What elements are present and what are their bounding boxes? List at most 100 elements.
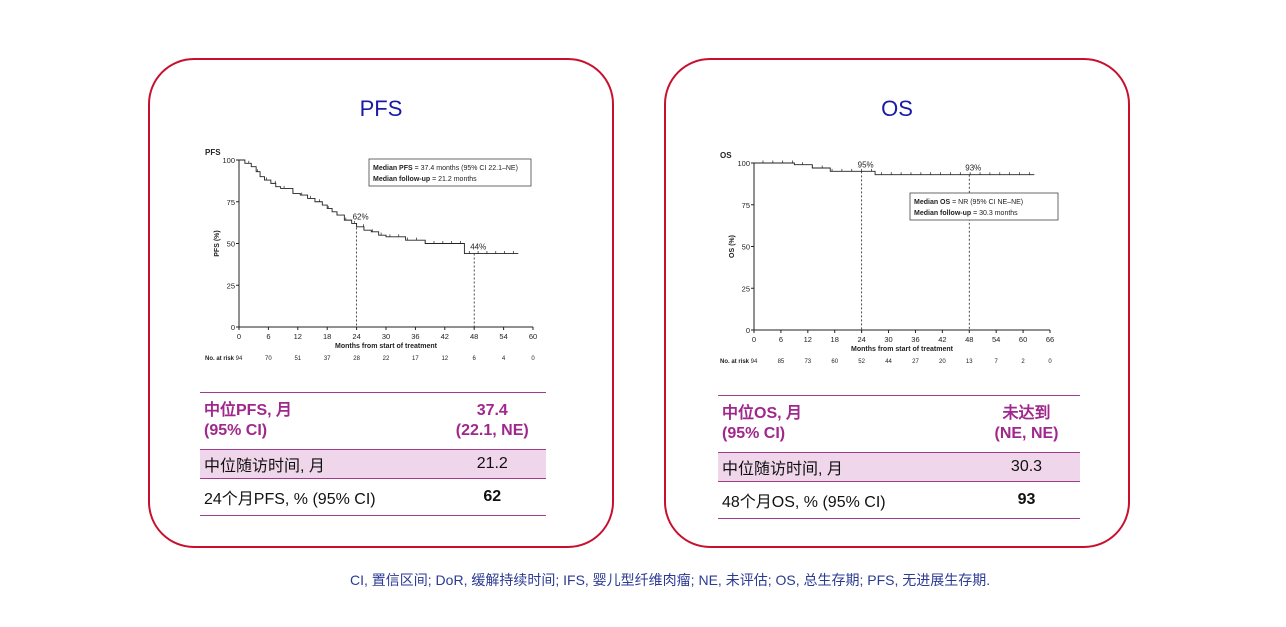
y-axis-label: PFS (%) <box>214 230 221 256</box>
legend-entry: Median OS = NR (95% CI NE–NE) <box>914 199 1023 206</box>
at-risk-value: 70 <box>265 356 272 362</box>
panel-title: PFS <box>359 96 403 121</box>
x-tick-label: 42 <box>938 335 946 344</box>
at-risk-value: 37 <box>324 356 331 362</box>
at-risk-value: 12 <box>441 356 448 362</box>
y-tick-label: 0 <box>746 326 750 335</box>
median-label: 中位OS, 月 <box>722 405 803 422</box>
median-value: 37.4 <box>476 402 508 419</box>
at-risk-value: 13 <box>966 359 973 365</box>
x-axis-label: Months from start of treatment <box>851 346 954 353</box>
ci-value: (NE, NE) <box>994 425 1059 442</box>
pfs-panel: PFS PFS PFS (%) 0 25 50 75 100 0 6 12 18 24 30 36 42 48… <box>148 58 614 548</box>
at-risk-value: 94 <box>751 359 758 365</box>
y-tick-label: 100 <box>737 159 750 168</box>
x-tick-label: 60 <box>529 332 537 341</box>
x-tick-label: 6 <box>779 335 783 344</box>
median-label: 中位PFS, 月 <box>204 402 293 419</box>
x-tick-label: 54 <box>499 332 507 341</box>
x-tick-label: 36 <box>411 332 419 341</box>
landmark-label: 93% <box>965 164 981 173</box>
at-risk-value: 17 <box>412 356 419 362</box>
median-value-cell: 37.4 (22.1, NE) <box>438 392 546 450</box>
followup-label: 中位随访时间, 月 <box>200 449 439 479</box>
ci-label: (95% CI) <box>204 422 268 439</box>
at-risk-value: 60 <box>831 359 838 365</box>
y-tick-label: 50 <box>227 240 235 249</box>
at-risk-value: 27 <box>912 359 919 365</box>
landmark-label: 62% <box>353 212 369 221</box>
at-risk-value: 52 <box>858 359 865 365</box>
panel-title: OS <box>881 96 913 121</box>
x-tick-label: 0 <box>752 335 756 344</box>
x-tick-label: 54 <box>992 335 1000 344</box>
table-row: 中位PFS, 月 (95% CI) 37.4 (22.1, NE) <box>200 392 546 450</box>
legend-entry: Median follow-up = 30.3 months <box>914 210 1018 217</box>
table-row: 中位随访时间, 月 21.2 <box>200 449 546 479</box>
at-risk-value: 44 <box>885 359 892 365</box>
landmark-label: 44% <box>470 243 486 252</box>
legend-box <box>909 192 1059 221</box>
at-risk-value: 2 <box>1021 359 1025 365</box>
y-tick-label: 50 <box>742 243 750 252</box>
y-tick-label: 75 <box>227 198 235 207</box>
y-tick-label: 75 <box>742 201 750 210</box>
x-tick-label: 12 <box>294 332 302 341</box>
x-tick-label: 24 <box>857 335 865 344</box>
at-risk-value: 22 <box>383 356 390 362</box>
at-risk-label: No. at risk <box>720 359 750 365</box>
pfs-summary-table: 中位PFS, 月 (95% CI) 37.4 (22.1, NE) 中位随访时间… <box>200 392 546 516</box>
at-risk-value: 28 <box>353 356 360 362</box>
x-tick-label: 36 <box>911 335 919 344</box>
km-curve <box>754 162 1035 176</box>
x-tick-label: 48 <box>965 335 973 344</box>
footnote: CI, 置信区间; DoR, 缓解持续时间; IFS, 婴儿型纤维肉瘤; NE,… <box>350 572 991 588</box>
corner-label: OS <box>720 151 732 160</box>
y-tick-label: 0 <box>231 323 235 332</box>
y-tick-label: 25 <box>227 281 235 290</box>
followup-value: 21.2 <box>438 449 546 479</box>
x-tick-label: 30 <box>382 332 390 341</box>
x-tick-label: 48 <box>470 332 478 341</box>
os-km-chart: OS OS (%) 0 25 50 75 100 0 6 12 18 24 30 36 42 48 54 60 66… <box>720 151 1059 365</box>
x-tick-label: 18 <box>831 335 839 344</box>
landmark-value: 62 <box>438 478 546 516</box>
legend-entry: Median follow-up = 21.2 months <box>373 176 477 183</box>
at-risk-value: 0 <box>1048 359 1052 365</box>
median-value: 未达到 <box>1002 405 1051 422</box>
table-row: 中位OS, 月 (95% CI) 未达到 (NE, NE) <box>718 395 1080 453</box>
corner-label: PFS <box>205 148 221 157</box>
at-risk-label: No. at risk <box>205 356 235 362</box>
y-tick-label: 25 <box>742 284 750 293</box>
ci-value: (22.1, NE) <box>455 422 529 439</box>
os-panel: OS OS OS (%) 0 25 50 75 100 0 6 12 18 24 30 36 42 48 54 6… <box>664 58 1130 548</box>
at-risk-value: 85 <box>778 359 785 365</box>
legend-box <box>368 158 532 187</box>
x-tick-label: 12 <box>804 335 812 344</box>
x-tick-label: 60 <box>1019 335 1027 344</box>
y-axis-label: OS (%) <box>729 235 736 258</box>
at-risk-value: 73 <box>804 359 811 365</box>
x-tick-label: 6 <box>266 332 270 341</box>
median-label-cell: 中位OS, 月 (95% CI) <box>718 395 973 453</box>
x-tick-label: 42 <box>441 332 449 341</box>
landmark-label: 95% <box>858 160 874 169</box>
x-tick-label: 18 <box>323 332 331 341</box>
x-axis-label: Months from start of treatment <box>335 343 438 350</box>
at-risk-value: 4 <box>502 356 506 362</box>
landmark-value: 93 <box>973 481 1080 519</box>
at-risk-value: 7 <box>995 359 999 365</box>
at-risk-value: 6 <box>473 356 477 362</box>
table-row: 48个月OS, % (95% CI) 93 <box>718 481 1080 519</box>
x-tick-label: 0 <box>237 332 241 341</box>
landmark-label: 24个月PFS, % (95% CI) <box>200 478 439 516</box>
os-summary-table: 中位OS, 月 (95% CI) 未达到 (NE, NE) 中位随访时间, 月 … <box>718 395 1080 519</box>
ci-label: (95% CI) <box>722 425 786 442</box>
x-tick-label: 66 <box>1046 335 1054 344</box>
landmark-label: 48个月OS, % (95% CI) <box>718 481 973 519</box>
table-row: 中位随访时间, 月 30.3 <box>718 452 1080 482</box>
x-tick-label: 24 <box>352 332 360 341</box>
table-row: 24个月PFS, % (95% CI) 62 <box>200 478 546 516</box>
median-value-cell: 未达到 (NE, NE) <box>973 395 1080 453</box>
